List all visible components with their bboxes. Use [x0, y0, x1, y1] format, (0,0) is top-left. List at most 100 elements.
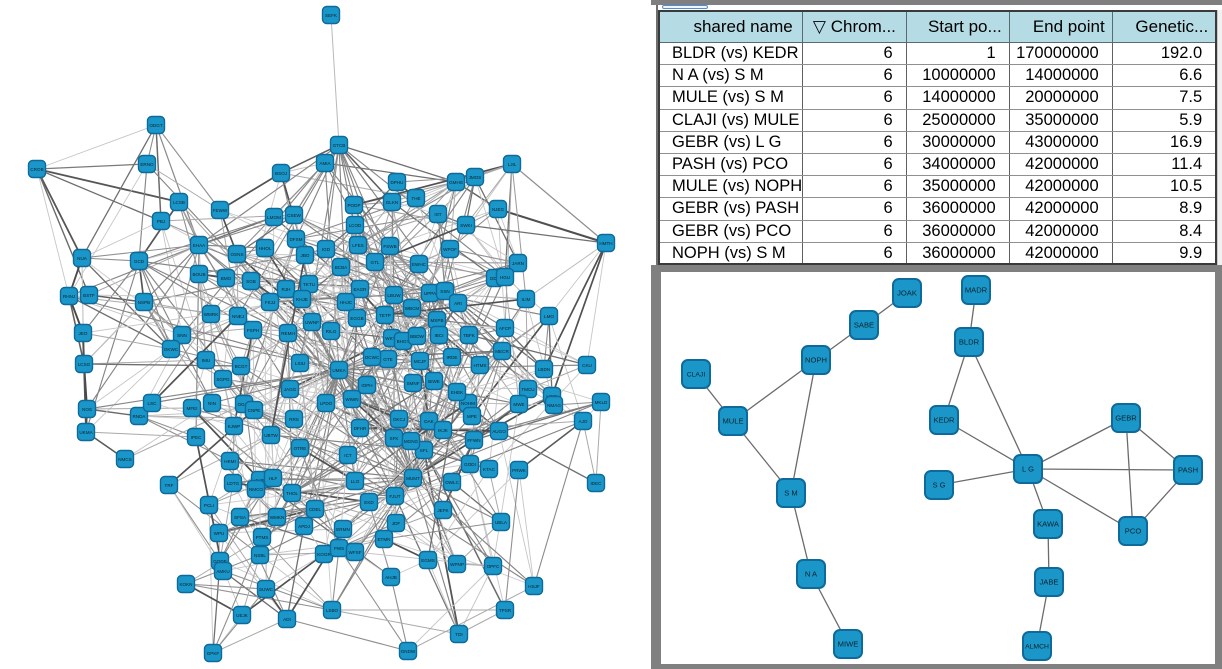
- svg-text:S M: S M: [784, 489, 798, 498]
- svg-text:GTCB: GTCB: [333, 143, 346, 148]
- svg-text:UBTW: UBTW: [264, 433, 278, 438]
- svg-text:ARI: ARI: [454, 301, 462, 306]
- svg-text:AMKU: AMKU: [216, 569, 229, 574]
- svg-text:NOHM: NOHM: [461, 401, 475, 406]
- svg-text:IPEC: IPEC: [191, 435, 202, 440]
- svg-text:PCLI: PCLI: [204, 503, 214, 508]
- svg-text:HHJC: HHJC: [340, 300, 353, 305]
- svg-text:ODGT: ODGT: [149, 123, 162, 128]
- svg-text:FFWN: FFWN: [467, 438, 480, 443]
- svg-text:BBDW: BBDW: [410, 334, 424, 339]
- svg-text:GODI: GODI: [464, 462, 476, 467]
- svg-text:LMO: LMO: [544, 314, 554, 319]
- svg-text:CDEL: CDEL: [309, 507, 322, 512]
- svg-text:TKTU: TKTU: [303, 282, 315, 287]
- svg-text:L G: L G: [1022, 465, 1034, 474]
- svg-text:FEWW: FEWW: [213, 208, 228, 213]
- svg-text:APDJ: APDJ: [298, 524, 310, 529]
- svg-text:RJH: RJH: [282, 287, 291, 292]
- svg-text:TDI: TDI: [455, 632, 462, 637]
- svg-text:GTE: GTE: [383, 357, 392, 362]
- svg-text:LSBO: LSBO: [326, 608, 339, 613]
- svg-text:JDF: JDF: [392, 521, 401, 526]
- svg-text:MUMT: MUMT: [406, 476, 420, 481]
- svg-text:FJUT: FJUT: [389, 494, 400, 499]
- svg-text:CNPE: CNPE: [248, 408, 261, 413]
- svg-text:SMNF: SMNF: [406, 381, 419, 386]
- svg-text:ALMCH: ALMCH: [1025, 644, 1049, 651]
- svg-text:NUA: NUA: [77, 256, 88, 261]
- svg-text:IBCI: IBCI: [435, 333, 444, 338]
- svg-text:SWKI: SWKI: [460, 223, 472, 228]
- svg-text:IMU: IMU: [202, 358, 210, 363]
- svg-text:LBUW: LBUW: [387, 293, 401, 298]
- svg-text:HTMS: HTMS: [473, 363, 486, 368]
- svg-text:TBFK: TBFK: [463, 333, 476, 338]
- svg-text:NNEJ: NNEJ: [232, 314, 244, 319]
- svg-text:ETMN: ETMN: [377, 537, 390, 542]
- svg-text:KOKN: KOKN: [179, 582, 192, 587]
- svg-text:BMO: BMO: [221, 276, 232, 281]
- svg-text:KJWP: KJWP: [228, 424, 241, 429]
- svg-text:LMOM: LMOM: [267, 215, 281, 220]
- svg-text:IDEC: IDEC: [591, 481, 603, 486]
- svg-text:NSBL: NSBL: [254, 553, 266, 558]
- svg-text:RNDA: RNDA: [132, 414, 146, 419]
- svg-text:DDR: DDR: [490, 276, 501, 281]
- svg-text:JBO: JBO: [301, 253, 310, 258]
- svg-text:LPDO: LPDO: [320, 401, 333, 406]
- svg-text:IST: IST: [434, 212, 441, 217]
- svg-text:MWE: MWE: [513, 402, 524, 407]
- svg-text:LCSB: LCSB: [173, 200, 185, 205]
- svg-text:PRWK: PRWK: [512, 468, 527, 473]
- svg-text:KHJE: KHJE: [296, 297, 308, 302]
- svg-text:IKJK: IKJK: [438, 428, 449, 433]
- svg-text:LDTG: LDTG: [227, 481, 240, 486]
- svg-text:WPOF: WPOF: [443, 247, 457, 252]
- svg-text:DFSM: DFSM: [289, 237, 302, 242]
- svg-text:OKCJ: OKCJ: [393, 417, 405, 422]
- svg-text:JOAK: JOAK: [897, 289, 917, 298]
- svg-text:SEFK: SEFK: [325, 13, 338, 18]
- svg-text:MECR: MECR: [495, 349, 509, 354]
- svg-text:RRS: RRS: [289, 417, 299, 422]
- svg-text:ADI: ADI: [283, 617, 291, 622]
- svg-text:EHEK: EHEK: [451, 390, 464, 395]
- svg-text:IRDE: IRDE: [447, 355, 458, 360]
- svg-text:MSPB: MSPB: [430, 318, 443, 323]
- svg-text:BCBA: BCBA: [335, 265, 348, 270]
- svg-text:GPKF: GPKF: [207, 651, 220, 656]
- svg-text:AHJB: AHJB: [385, 575, 397, 580]
- svg-text:CKU: CKU: [582, 363, 592, 368]
- svg-text:UKMA: UKMA: [79, 430, 93, 435]
- svg-text:HHOL: HHOL: [259, 246, 272, 251]
- svg-text:BCGT: BCGT: [235, 364, 248, 369]
- svg-text:AJO: AJO: [579, 419, 588, 424]
- svg-text:JABE: JABE: [1040, 578, 1059, 587]
- svg-text:KTAC: KTAC: [483, 467, 496, 472]
- svg-text:FSPH: FSPH: [247, 328, 259, 333]
- svg-text:WFSF: WFSF: [348, 550, 361, 555]
- svg-text:UMKA: UMKA: [332, 368, 346, 373]
- svg-text:TRF: TRF: [165, 483, 174, 488]
- svg-text:OSNS: OSNS: [230, 252, 243, 257]
- svg-text:EAGR: EAGR: [353, 287, 367, 292]
- svg-text:NOPH: NOPH: [805, 356, 827, 365]
- svg-text:PTMS: PTMS: [256, 535, 269, 540]
- svg-text:OWLC: OWLC: [445, 480, 459, 485]
- svg-text:LJIL: LJIL: [508, 162, 517, 167]
- svg-text:GKWC: GKWC: [164, 347, 179, 352]
- svg-text:WKTD: WKTD: [385, 336, 399, 341]
- svg-text:OCWC: OCWC: [365, 355, 380, 360]
- svg-text:UEJK: UEJK: [236, 613, 249, 618]
- svg-text:CSEW: CSEW: [287, 213, 301, 218]
- svg-text:EHAA: EHAA: [193, 243, 206, 248]
- svg-text:BHGT: BHGT: [397, 339, 410, 344]
- svg-text:ILIM: ILIM: [522, 297, 531, 302]
- svg-text:THOL: THOL: [286, 491, 299, 496]
- svg-text:IGD: IGD: [322, 247, 331, 252]
- svg-text:DFHR: DFHR: [354, 426, 367, 431]
- svg-text:PWS: PWS: [334, 546, 344, 551]
- svg-text:WPNP: WPNP: [450, 562, 464, 567]
- svg-text:HSJF: HSJF: [528, 584, 540, 589]
